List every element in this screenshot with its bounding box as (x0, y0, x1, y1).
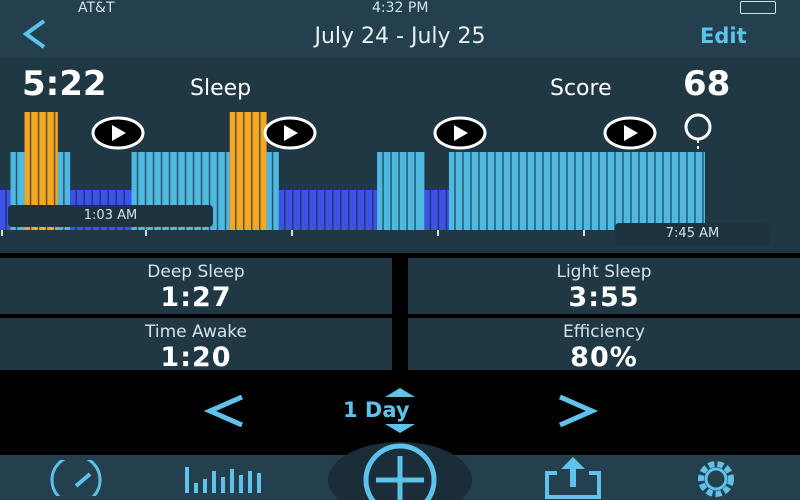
stat-label: Light Sleep (556, 262, 652, 282)
status-bar: AT&T 4:32 PM (0, 0, 800, 18)
clock: 4:32 PM (372, 0, 429, 16)
stopwatch-icon (684, 113, 712, 141)
share-icon[interactable] (543, 457, 603, 499)
score-label: Score (550, 76, 612, 101)
chart-bars-icon[interactable] (185, 465, 265, 495)
carrier: AT&T (78, 0, 115, 16)
range-down-icon[interactable] (385, 424, 415, 434)
stat-time-awake: Time Awake 1:20 (0, 318, 392, 373)
stat-label: Time Awake (145, 322, 247, 342)
sleep-segment-light (377, 152, 425, 230)
battery-icon (740, 1, 776, 14)
range-up-icon[interactable] (385, 388, 415, 398)
play-icon[interactable] (433, 116, 487, 150)
start-time-label: 1:03 AM (8, 205, 213, 227)
stat-value: 1:20 (160, 342, 232, 373)
play-icon[interactable] (603, 116, 657, 150)
stat-efficiency: Efficiency 80% (408, 318, 800, 373)
add-icon[interactable] (320, 440, 480, 500)
previous-range-icon[interactable] (200, 395, 250, 427)
settings-gear-icon[interactable] (680, 457, 752, 499)
sleep-segment-deep (278, 190, 378, 230)
end-time-label: 7:45 AM (615, 223, 770, 245)
sleep-duration: 5:22 (22, 64, 107, 104)
stat-value: 80% (570, 342, 638, 373)
chevron-left-icon[interactable] (20, 18, 50, 50)
page-title: July 24 - July 25 (314, 24, 486, 49)
stat-light-sleep: Light Sleep 3:55 (408, 258, 800, 314)
nav-bar: July 24 - July 25 Edit (0, 18, 800, 58)
play-icon[interactable] (91, 116, 145, 150)
play-icon[interactable] (263, 116, 317, 150)
edit-button[interactable]: Edit (700, 24, 747, 48)
score-value: 68 (683, 64, 731, 104)
range-selector[interactable]: 1 Day (343, 398, 410, 422)
dashboard-gauge-icon[interactable] (32, 460, 120, 496)
next-range-icon[interactable] (552, 395, 602, 427)
stat-label: Deep Sleep (147, 262, 245, 282)
stat-value: 3:55 (568, 282, 640, 313)
stat-label: Efficiency (563, 322, 645, 342)
tab-bar (0, 442, 800, 500)
sleep-label: Sleep (190, 76, 252, 101)
stat-value: 1:27 (160, 282, 232, 313)
stat-deep-sleep: Deep Sleep 1:27 (0, 258, 392, 314)
sleep-segment-deep (424, 190, 449, 230)
